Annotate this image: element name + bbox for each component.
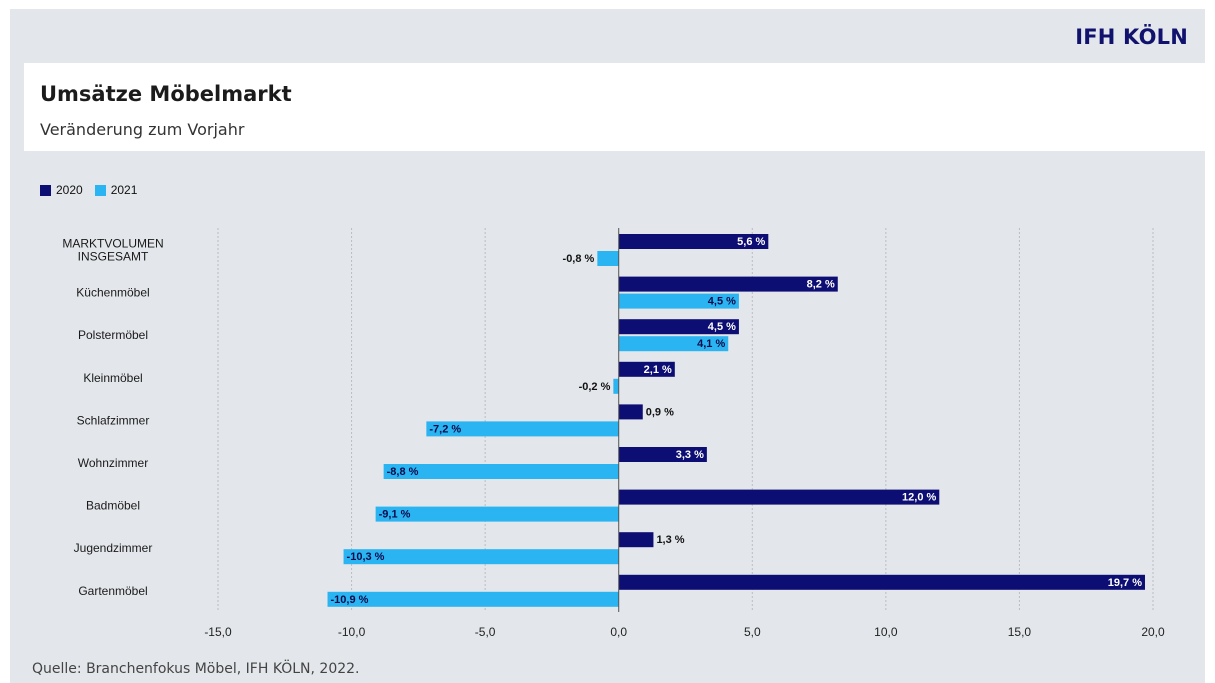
x-tick-label: -5,0 [475,625,496,639]
category-label-line: MARKTVOLUMEN [62,237,163,251]
bar-2020 [618,532,654,548]
bar-2020 [618,574,1145,590]
brand-logo: IFH KÖLN [1075,25,1188,49]
bar-2021 [618,293,739,309]
category-label: MARKTVOLUMEN INSGESAMT [62,237,163,264]
data-label-2021: 4,5 % [708,296,736,308]
data-label-2021: -0,8 % [563,253,595,265]
bar-2021 [618,336,729,352]
bar-2021 [426,421,619,437]
data-label-2021: -9,1 % [379,509,411,521]
category-label: Küchenmöbel [76,286,149,300]
data-label-2021: -10,9 % [331,594,369,606]
category-label: Badmöbel [86,499,140,513]
data-label-2020: 12,0 % [902,492,936,504]
bar-2020 [618,234,769,249]
bar-2021 [327,591,619,607]
data-label-2021: -0,2 % [579,381,611,393]
data-label-2020: 8,2 % [807,279,835,291]
legend: 2020 2021 [40,183,143,197]
data-label-2020: 1,3 % [656,534,684,546]
x-tick-label: 20,0 [1141,625,1165,639]
bar-2020 [618,319,739,335]
bar-2020 [618,489,940,505]
data-label-2021: 4,1 % [697,338,725,350]
data-label-2020: 3,3 % [676,449,704,461]
category-label-line: INSGESAMT [78,250,149,264]
chart-subtitle: Veränderung zum Vorjahr [40,120,245,139]
data-label-2020: 0,9 % [646,406,674,418]
bar-2020 [618,447,707,462]
data-label-2020: 4,5 % [708,321,736,333]
bar-2020 [618,361,675,377]
legend-item-2021: 2021 [94,183,138,197]
bar-2020 [618,404,643,420]
x-tick-label: -15,0 [204,625,232,639]
legend-swatch-2020 [40,184,51,196]
bar-2020 [618,276,838,292]
category-label: Gartenmöbel [78,584,147,598]
data-label-2021: -7,2 % [429,423,461,435]
category-label: Polstermöbel [78,328,148,342]
bar-2021 [597,251,619,266]
x-tick-label: -10,0 [338,625,366,639]
bar-2021 [375,506,619,522]
data-label-2021: -10,3 % [347,551,385,563]
legend-item-2020: 2020 [40,183,83,197]
x-tick-label: 15,0 [1008,625,1032,639]
source-note: Quelle: Branchenfokus Möbel, IFH KÖLN, 2… [32,661,360,677]
category-label: Jugendzimmer [74,541,153,555]
data-label-2021: -8,8 % [387,466,419,478]
category-label: Schlafzimmer [77,413,150,427]
x-tick-label: 5,0 [744,625,761,639]
x-tick-label: 10,0 [874,625,898,639]
legend-label-2021: 2021 [110,183,138,197]
category-label: Kleinmöbel [83,371,142,385]
chart-title: Umsätze Möbelmarkt [40,82,292,106]
bar-2021 [383,464,619,479]
data-label-2020: 19,7 % [1108,577,1142,589]
x-tick-label: 0,0 [610,625,627,639]
data-label-2020: 5,6 % [737,236,765,248]
bar-2021 [343,549,619,565]
legend-label-2020: 2020 [56,183,83,197]
data-label-2020: 2,1 % [644,364,672,376]
category-label: Wohnzimmer [78,456,148,470]
legend-swatch-2021 [94,184,106,196]
title-card: Umsätze Möbelmarkt Veränderung zum Vorja… [24,63,1205,151]
bar-2021 [613,378,619,394]
